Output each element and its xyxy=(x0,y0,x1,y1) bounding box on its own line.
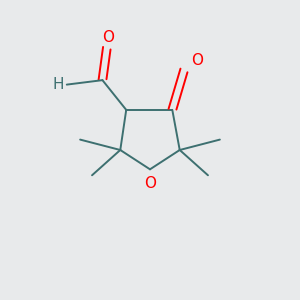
Text: O: O xyxy=(192,53,204,68)
Text: H: H xyxy=(52,77,64,92)
Text: O: O xyxy=(144,176,156,191)
Text: O: O xyxy=(102,30,114,45)
